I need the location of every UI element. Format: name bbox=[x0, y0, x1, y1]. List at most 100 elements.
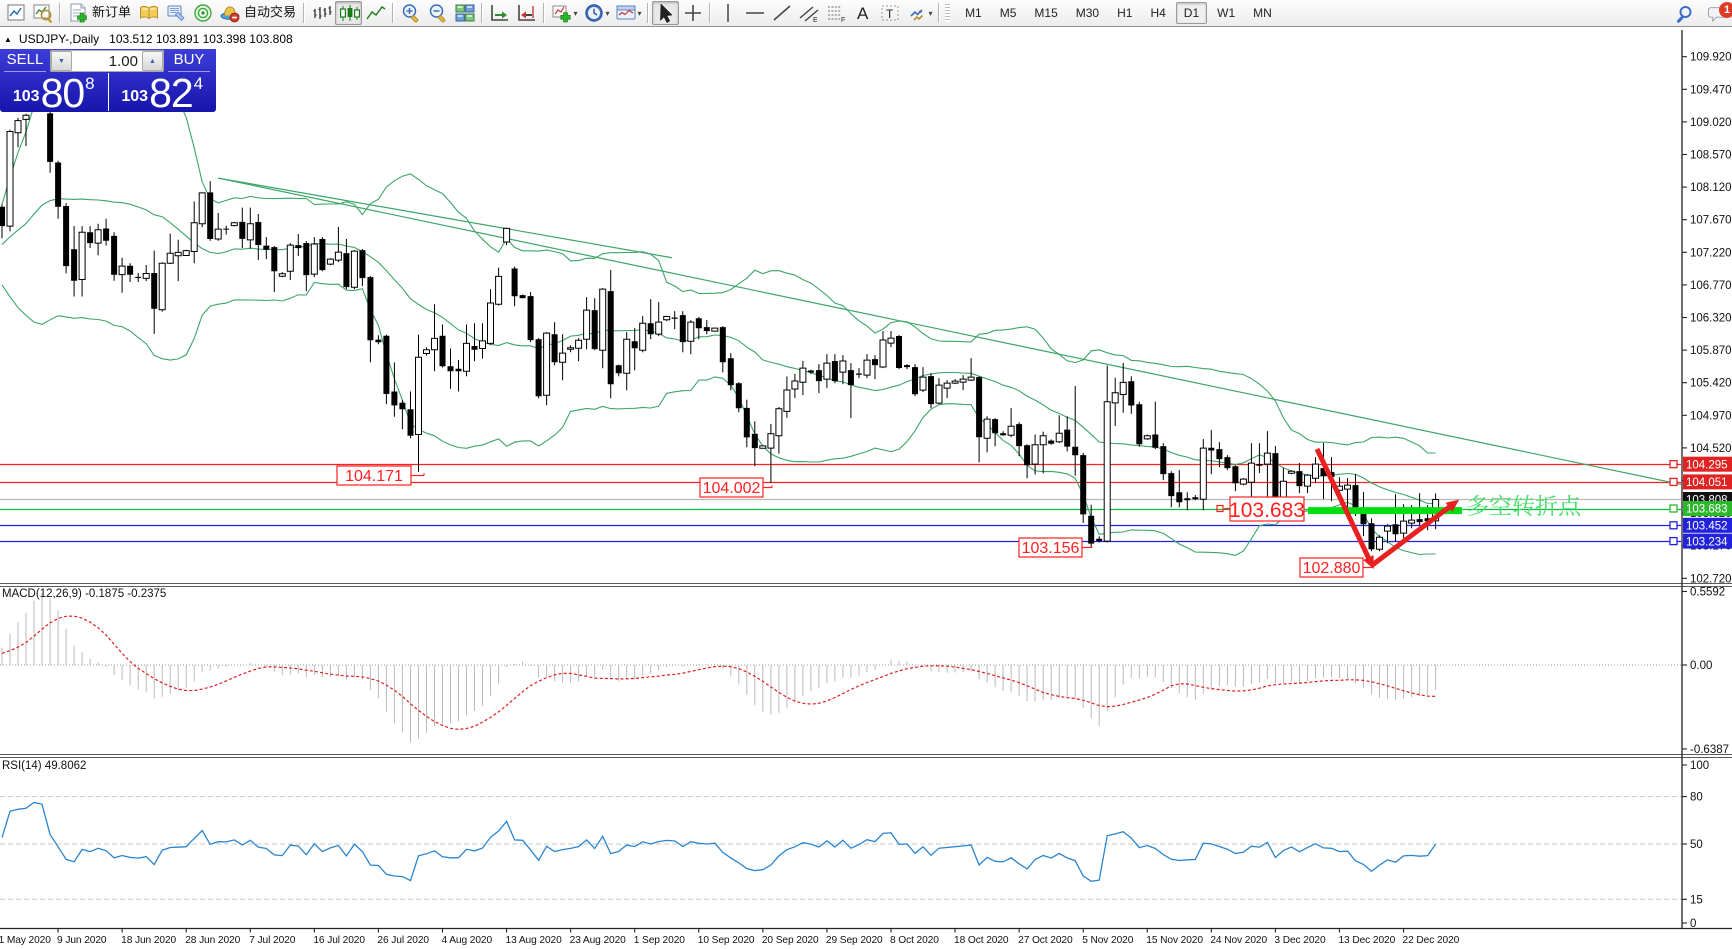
timeframe-mn[interactable]: MN bbox=[1253, 6, 1272, 20]
bars-mode-button[interactable] bbox=[308, 1, 335, 25]
history-center-icon bbox=[138, 2, 160, 24]
toolbar-separator bbox=[481, 3, 482, 23]
date-label: 22 Dec 2020 bbox=[1403, 935, 1460, 946]
buy-price[interactable]: 103 82 4 bbox=[109, 73, 217, 114]
date-label: 4 Aug 2020 bbox=[441, 935, 492, 946]
templates-icon bbox=[615, 2, 637, 24]
periods-button[interactable]: ▾ bbox=[580, 1, 612, 25]
toolbar-separator bbox=[709, 3, 711, 23]
price-annotation-text: 103.683 bbox=[1229, 499, 1305, 522]
date-label: 7 Jul 2020 bbox=[249, 935, 295, 946]
search-button[interactable] bbox=[1670, 2, 1697, 26]
timeframe-h4[interactable]: H4 bbox=[1150, 6, 1166, 20]
draw-channel-button[interactable]: E bbox=[795, 1, 822, 25]
buy-button[interactable]: BUY bbox=[164, 50, 214, 72]
metaeditor-icon bbox=[165, 2, 187, 24]
zoom-in-button[interactable] bbox=[397, 1, 424, 25]
price-badge-label: 103.234 bbox=[1686, 536, 1728, 548]
price-annotation-box[interactable] bbox=[1018, 537, 1083, 558]
volume-increase-button[interactable]: ▲ bbox=[142, 51, 163, 71]
volume-value[interactable]: 1.00 bbox=[108, 52, 138, 70]
date-label: 16 Jul 2020 bbox=[313, 935, 365, 946]
timeframe-w1[interactable]: W1 bbox=[1217, 6, 1236, 20]
toolbar-group-trade bbox=[64, 0, 300, 27]
chart-shift-button[interactable] bbox=[513, 1, 540, 25]
candles-mode-button[interactable] bbox=[335, 1, 362, 25]
date-label: 20 Sep 2020 bbox=[762, 935, 819, 946]
templates-button[interactable]: ▾ bbox=[612, 1, 644, 25]
autotrading-label bbox=[244, 5, 296, 21]
sell-button[interactable]: SELL bbox=[0, 50, 50, 72]
crosshair-mode-button[interactable] bbox=[679, 1, 706, 25]
draw-label-button[interactable]: T bbox=[876, 1, 903, 25]
date-label: 1 Sep 2020 bbox=[634, 935, 686, 946]
price-badge-label: 103.452 bbox=[1686, 520, 1728, 532]
draw-fibonacci-button[interactable]: F bbox=[822, 1, 849, 25]
drag-handle[interactable] bbox=[945, 4, 951, 22]
timeframe-m5[interactable]: M5 bbox=[999, 6, 1017, 20]
signals-button[interactable] bbox=[189, 1, 216, 25]
macd-tick-label: -0.6387 bbox=[1690, 744, 1729, 756]
auto-scroll-button[interactable] bbox=[486, 1, 513, 25]
label-icon: T bbox=[879, 2, 901, 24]
timeframe-d1[interactable]: D1 bbox=[1175, 2, 1208, 24]
zoom-out-icon bbox=[427, 2, 449, 24]
sell-price[interactable]: 103 80 8 bbox=[0, 73, 109, 114]
draw-arrows-button[interactable]: ▾ bbox=[903, 1, 935, 25]
metaeditor-button[interactable] bbox=[162, 1, 189, 25]
cursor-mode-button[interactable] bbox=[652, 1, 680, 25]
descending-trendline bbox=[217, 177, 673, 259]
timeframe-h1[interactable]: H1 bbox=[1117, 6, 1133, 20]
draw-hline-button[interactable] bbox=[741, 1, 768, 25]
history-center-button[interactable] bbox=[135, 1, 162, 25]
date-label: 8 Oct 2020 bbox=[890, 935, 939, 946]
timeframe-m15[interactable]: M15 bbox=[1034, 6, 1058, 20]
volume-decrease-button[interactable]: ▼ bbox=[51, 51, 72, 71]
bull-candle-bodies bbox=[6, 80, 1440, 550]
market-watch-button[interactable] bbox=[29, 1, 56, 25]
chart-window[interactable]: ▲ USDJPY-,Daily 103.512 103.891 103.398 … bbox=[0, 28, 1732, 949]
price-annotation-box[interactable] bbox=[1299, 557, 1364, 578]
macd-tick-label: 0.5592 bbox=[1690, 586, 1725, 598]
dropdown-arrow-icon[interactable]: ▾ bbox=[637, 8, 642, 18]
periods-icon bbox=[583, 2, 605, 24]
price-tick-label: 104.970 bbox=[1690, 410, 1732, 422]
price-badge bbox=[1683, 501, 1732, 516]
zoom-out-button[interactable] bbox=[424, 1, 451, 25]
bollinger-middle-band bbox=[1, 198, 1436, 505]
notifications-button[interactable]: 1 bbox=[1703, 1, 1732, 26]
crosshair-icon bbox=[682, 2, 704, 24]
chart-shift-icon bbox=[516, 2, 538, 24]
dropdown-arrow-icon[interactable]: ▾ bbox=[928, 8, 933, 18]
timeframe-m1[interactable]: M1 bbox=[965, 6, 982, 20]
price-annotation-box[interactable] bbox=[336, 465, 412, 486]
indicators-button[interactable]: ▾ bbox=[548, 1, 580, 25]
new-order-button[interactable] bbox=[64, 1, 135, 25]
price-badge-marker bbox=[1669, 521, 1678, 530]
tile-windows-icon bbox=[454, 2, 476, 24]
date-label: 24 Nov 2020 bbox=[1210, 935, 1267, 946]
autotrading-button[interactable] bbox=[216, 1, 300, 25]
draw-text-button[interactable]: A bbox=[849, 1, 876, 25]
draw-vline-button[interactable] bbox=[714, 1, 741, 25]
price-annotation-box[interactable] bbox=[1229, 496, 1305, 522]
dropdown-arrow-icon[interactable]: ▾ bbox=[605, 8, 610, 18]
chart-title: ▲ USDJPY-,Daily 103.512 103.891 103.398 … bbox=[4, 32, 293, 46]
auto-scroll-icon bbox=[489, 2, 511, 24]
line-mode-button[interactable] bbox=[362, 1, 389, 25]
draw-trendline-button[interactable] bbox=[768, 1, 795, 25]
chart-canvas[interactable]: 104.171 104.002 103.156 103.683 102.880 109.9… bbox=[0, 28, 1732, 949]
date-label: 23 Aug 2020 bbox=[570, 935, 627, 946]
dropdown-arrow-icon[interactable]: ▾ bbox=[573, 8, 578, 18]
notification-badge: 1 bbox=[1719, 1, 1732, 18]
new-chart-button[interactable] bbox=[2, 1, 29, 25]
svg-text:F: F bbox=[841, 17, 845, 24]
price-annotation-box[interactable] bbox=[699, 477, 764, 498]
date-label: 29 Sep 2020 bbox=[826, 935, 883, 946]
date-label: 15 Nov 2020 bbox=[1146, 935, 1203, 946]
tile-windows-button[interactable] bbox=[451, 1, 478, 25]
timeframe-m30[interactable]: M30 bbox=[1075, 6, 1100, 20]
collapse-triangle-icon[interactable]: ▲ bbox=[4, 34, 12, 44]
vline-icon bbox=[717, 2, 739, 24]
